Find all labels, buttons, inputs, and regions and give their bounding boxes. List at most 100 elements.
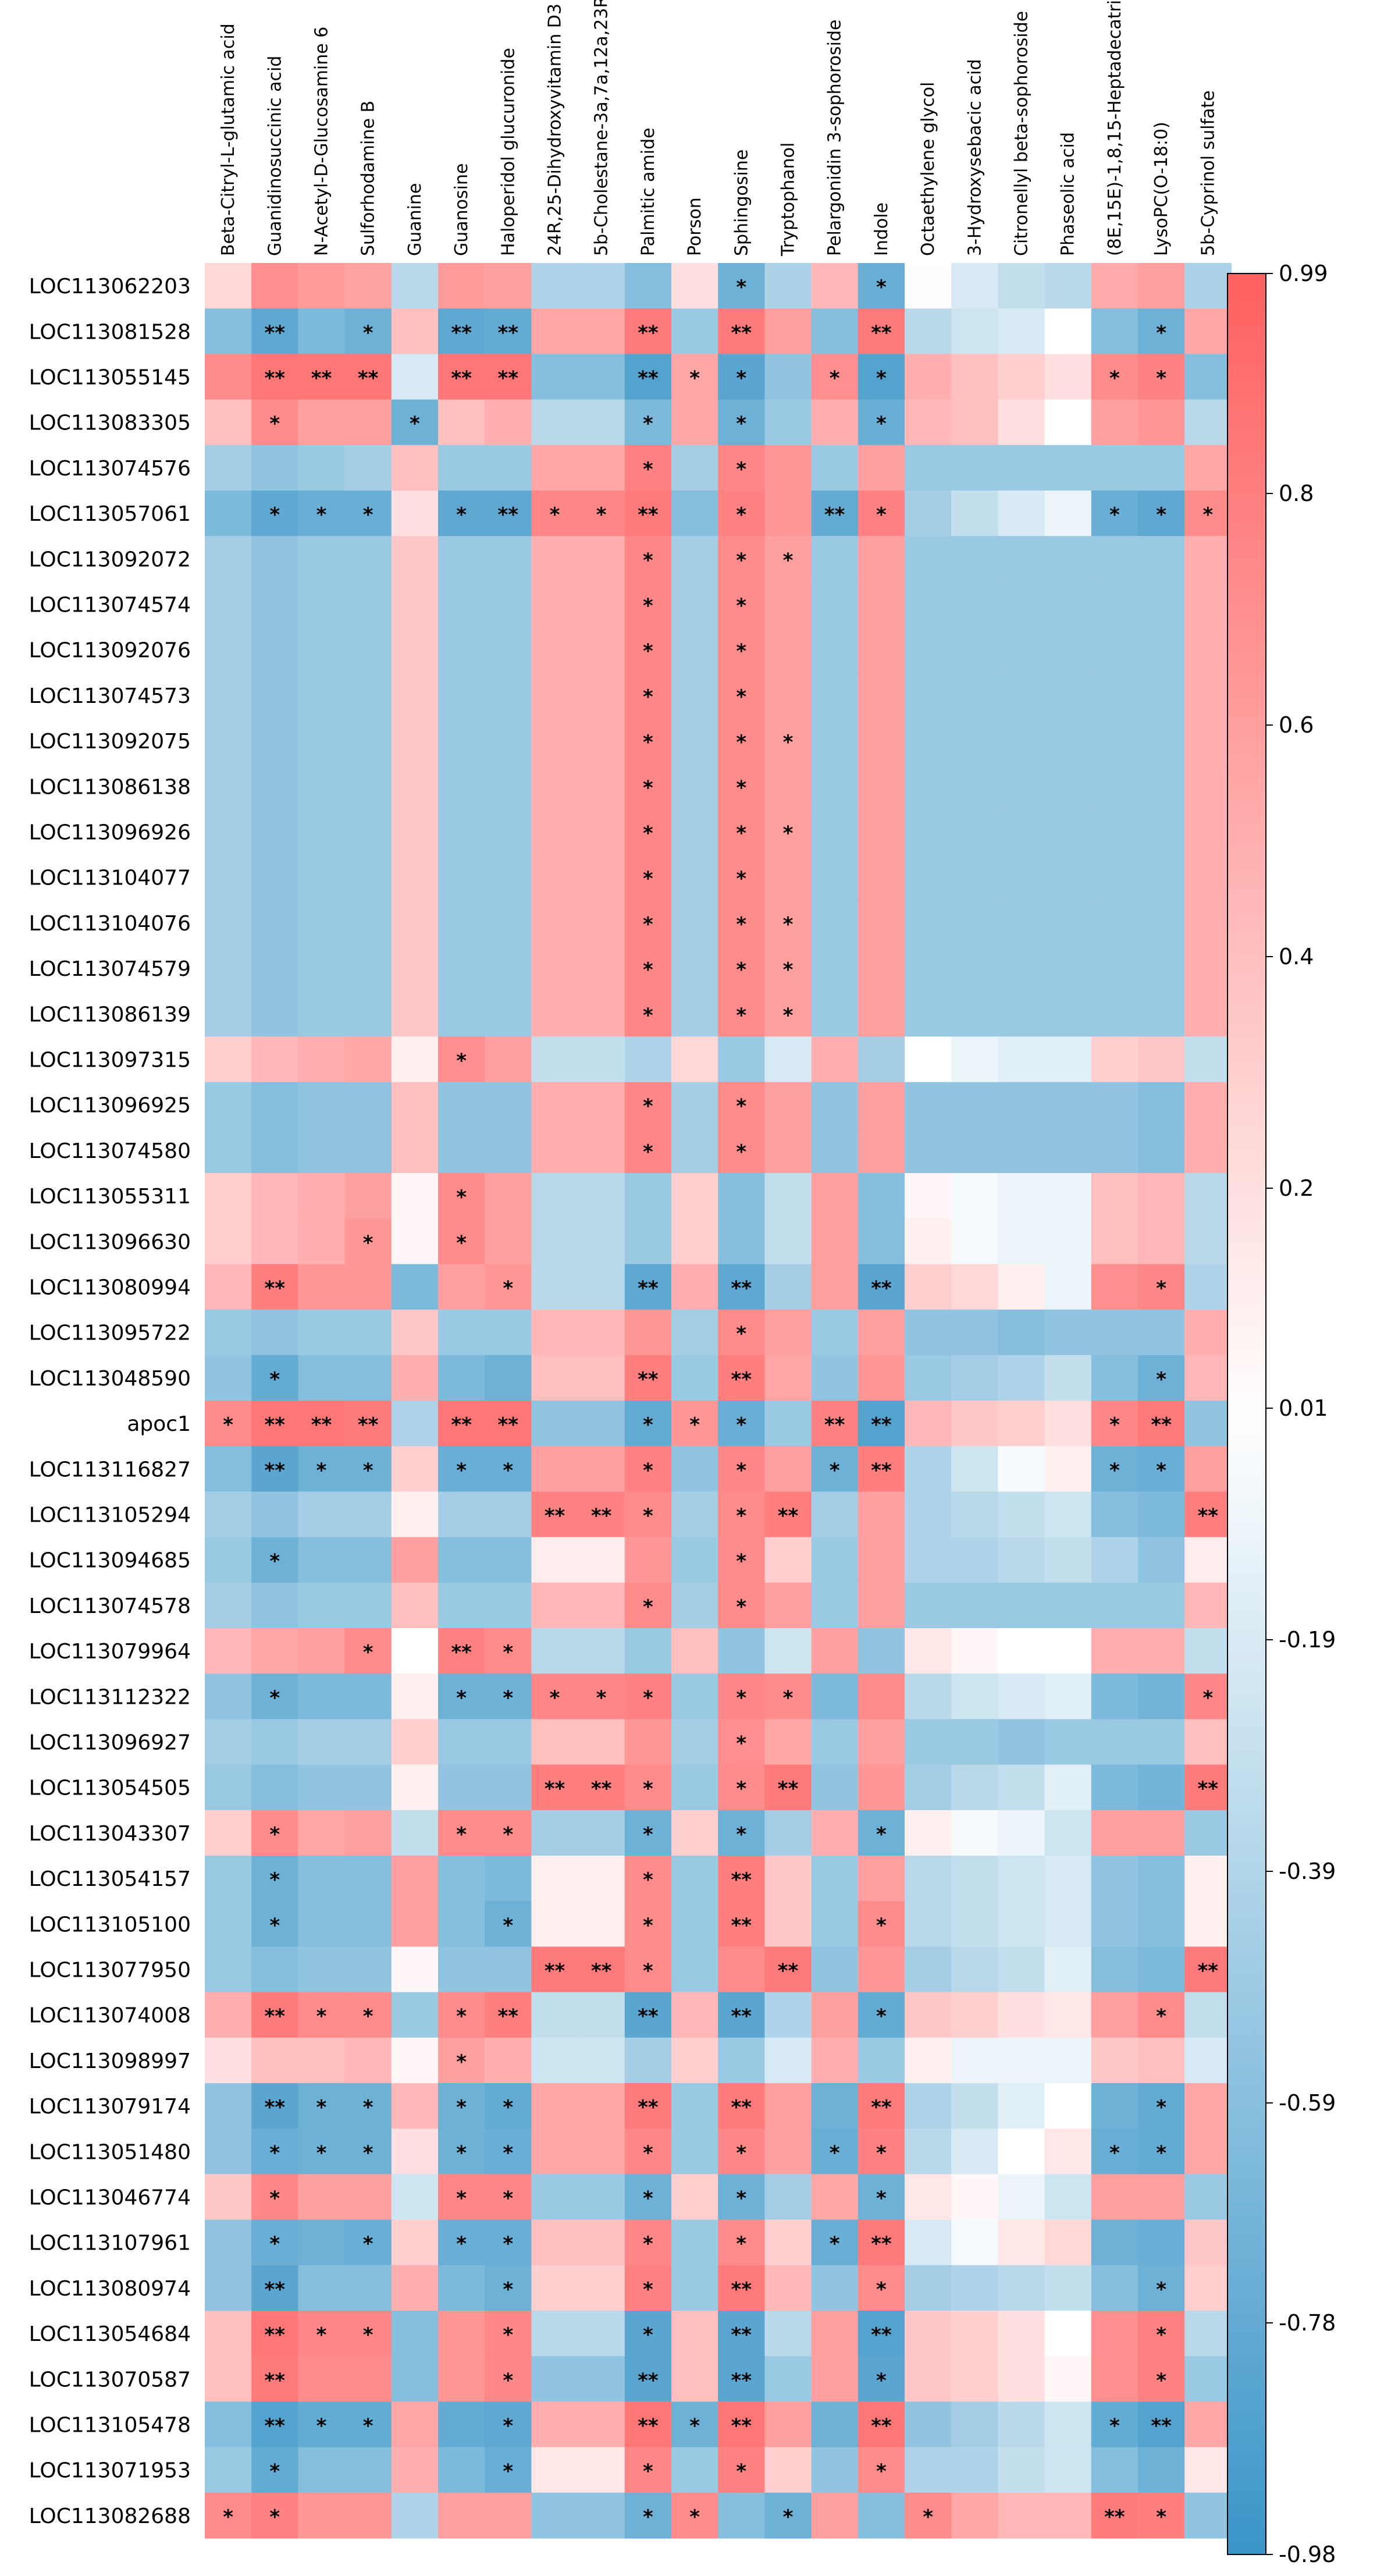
significance-marker: ** [265,2323,286,2347]
heatmap-cell [578,1218,625,1264]
heatmap-cell [298,1582,346,1629]
heatmap-cell [998,2083,1045,2129]
heatmap-cell [905,718,952,764]
heatmap-cell [858,491,905,536]
column-label: N-Acetyl-D-Glucosamine 6 [312,27,332,256]
heatmap-cell [671,672,718,719]
heatmap-cell [205,2492,252,2539]
heatmap-cell [485,536,532,582]
row-label: LOC113097315 [29,1049,191,1072]
heatmap-cell [858,399,905,446]
heatmap-cell [905,809,952,855]
significance-marker: ** [731,2005,752,2028]
heatmap-cell [858,2265,905,2311]
heatmap-cell [998,1856,1045,1902]
heatmap-cell [1184,900,1232,946]
heatmap-cell [624,900,672,946]
heatmap-cell [438,1446,485,1492]
heatmap-cell [624,1856,672,1902]
heatmap-cell [531,1537,579,1583]
heatmap-cell [344,1264,392,1310]
significance-marker: * [643,2506,653,2529]
heatmap-cell [858,2401,905,2448]
significance-marker: * [876,1914,887,1937]
heatmap-cell [531,1401,579,1447]
heatmap-cell [764,1901,812,1947]
significance-marker: * [736,1140,746,1164]
heatmap-cell [531,1946,579,1993]
heatmap-cell [1184,1036,1232,1083]
heatmap-cell [951,2492,998,2539]
heatmap-cell [391,2083,439,2129]
heatmap-cell [624,672,672,719]
significance-marker: * [643,1960,653,1983]
heatmap-cell [718,2174,765,2220]
column-label: Tryptophanol [778,143,799,257]
heatmap-cell [671,308,718,354]
heatmap-cell [624,2492,672,2539]
heatmap-cell [811,763,859,809]
heatmap-cell [1184,1856,1232,1902]
significance-marker: * [456,2096,467,2119]
heatmap-cell [811,900,859,946]
heatmap-cell [531,946,579,992]
heatmap-cell [298,900,346,946]
heatmap-cell [438,1856,485,1902]
heatmap-cell [391,1264,439,1310]
heatmap-cell [1184,1719,1232,1765]
heatmap-cell [205,1673,252,1719]
significance-marker: ** [638,2005,659,2028]
heatmap-cell [485,263,532,309]
heatmap-cell [811,2219,859,2266]
heatmap-cell [391,354,439,400]
heatmap-cell [858,1491,905,1538]
heatmap-cell [298,718,346,764]
heatmap-cell [951,1446,998,1492]
heatmap-cell [578,1173,625,1219]
heatmap-cell [1184,1992,1232,2038]
significance-marker: ** [498,1413,519,1437]
significance-marker: * [643,685,653,709]
column-label: Octaethylene glycol [918,82,938,256]
significance-marker: * [269,413,280,436]
heatmap-cell [578,2037,625,2084]
heatmap-cell [624,1719,672,1765]
significance-marker: * [783,1004,794,1027]
heatmap-cell [1044,1628,1092,1674]
heatmap-cell [1091,1491,1138,1538]
heatmap-cell [671,1491,718,1538]
significance-marker: ** [265,2415,286,2438]
heatmap-cell [344,308,392,354]
heatmap-cell [485,2037,532,2084]
heatmap-cell [1184,1764,1232,1811]
row-label: LOC113086138 [29,775,191,799]
heatmap-cell [298,2401,346,2448]
heatmap-cell [811,2037,859,2084]
significance-marker: * [503,1641,513,1664]
significance-marker: ** [451,1641,472,1664]
heatmap-cell [1044,1036,1092,1083]
heatmap-cell [858,536,905,582]
heatmap-cell [1091,854,1138,901]
heatmap-cell [298,1810,346,1856]
significance-marker: * [643,1140,653,1164]
heatmap-cell [1184,536,1232,582]
heatmap-cell [1091,2174,1138,2220]
significance-marker: * [503,2233,513,2256]
heatmap-cell [531,1856,579,1902]
heatmap-cell [764,809,812,855]
heatmap-cell [1044,1218,1092,1264]
heatmap-cell [1091,763,1138,809]
column-label: 5b-Cyprinol sulfate [1198,90,1218,256]
significance-marker: * [1156,2005,1166,2028]
heatmap-cell [205,2083,252,2129]
heatmap-cell [438,627,485,673]
heatmap-cell [344,718,392,764]
heatmap-cell [485,491,532,536]
significance-marker: * [456,1686,467,1710]
heatmap-cell [578,627,625,673]
heatmap-cell [438,1401,485,1447]
heatmap-cell [998,627,1045,673]
heatmap-cell [1138,1673,1185,1719]
row-label: LOC113092075 [29,730,191,754]
